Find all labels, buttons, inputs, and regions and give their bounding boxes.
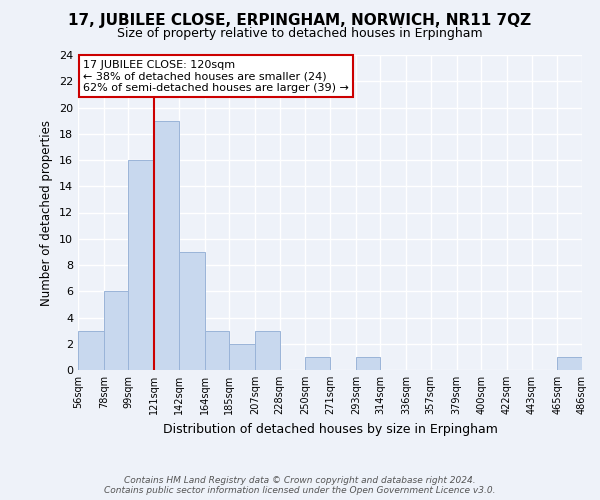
Bar (205, 330, 229, 370)
Text: 17 JUBILEE CLOSE: 120sqm
← 38% of detached houses are smaller (24)
62% of semi-d: 17 JUBILEE CLOSE: 120sqm ← 38% of detach… (83, 60, 349, 93)
Text: Size of property relative to detached houses in Erpingham: Size of property relative to detached ho… (117, 28, 483, 40)
Bar (78, 330, 104, 370)
Text: 17, JUBILEE CLOSE, ERPINGHAM, NORWICH, NR11 7QZ: 17, JUBILEE CLOSE, ERPINGHAM, NORWICH, N… (68, 12, 532, 28)
Bar (557, 357, 582, 370)
Y-axis label: Number of detached properties: Number of detached properties (40, 120, 53, 306)
Bar (154, 120, 179, 370)
Bar (179, 252, 205, 370)
Bar (104, 291, 128, 370)
X-axis label: Distribution of detached houses by size in Erpingham: Distribution of detached houses by size … (163, 422, 497, 436)
Bar (356, 357, 380, 370)
Bar (305, 357, 330, 370)
Bar (229, 344, 255, 370)
Bar (255, 330, 280, 370)
Text: Contains HM Land Registry data © Crown copyright and database right 2024.
Contai: Contains HM Land Registry data © Crown c… (104, 476, 496, 495)
Bar (128, 160, 154, 370)
